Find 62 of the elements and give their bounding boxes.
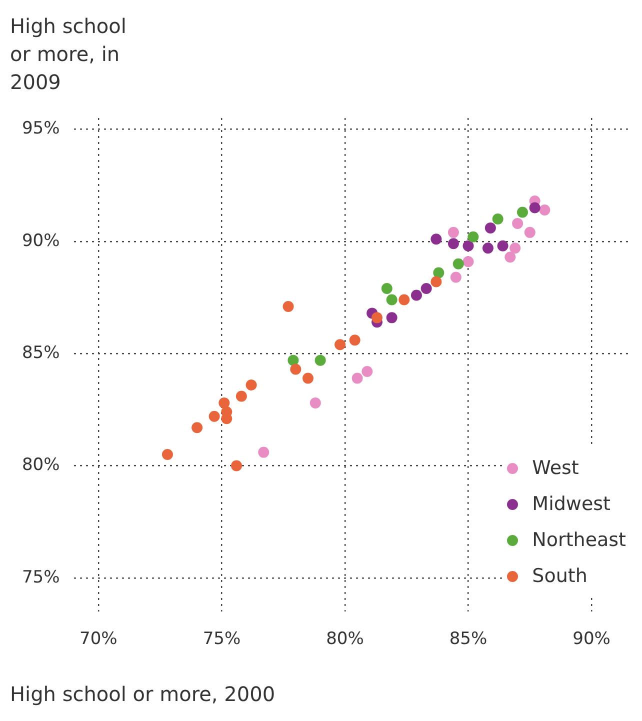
point <box>430 234 442 245</box>
point <box>482 242 494 254</box>
point <box>529 202 540 214</box>
point <box>352 372 363 384</box>
point <box>448 238 459 250</box>
point <box>504 252 516 263</box>
point <box>258 446 270 458</box>
point <box>236 390 247 402</box>
point <box>510 242 521 254</box>
point <box>362 366 373 378</box>
point <box>208 410 220 422</box>
point <box>420 283 432 294</box>
point <box>398 294 410 306</box>
y-axis-title: High school or more, in 2009 <box>10 13 128 96</box>
y-tick-label: 75% <box>22 567 60 588</box>
point <box>282 300 294 312</box>
point <box>302 372 314 384</box>
point <box>484 222 496 234</box>
point <box>372 312 383 324</box>
point <box>452 258 464 270</box>
point <box>218 397 230 408</box>
legend-label: South <box>532 564 588 589</box>
point <box>314 354 326 366</box>
point <box>290 364 302 375</box>
point <box>448 226 459 238</box>
point <box>492 213 504 224</box>
y-tick-label: 90% <box>22 230 60 251</box>
point <box>288 354 299 366</box>
point <box>524 226 536 238</box>
point <box>497 240 508 252</box>
x-tick-label: 75% <box>202 629 241 650</box>
x-tick-label: 90% <box>572 629 610 650</box>
x-tick-label: 70% <box>80 629 118 650</box>
point <box>310 397 321 408</box>
legend-label: West <box>532 456 579 481</box>
legend-label: Northeast <box>532 528 626 553</box>
point <box>386 312 398 324</box>
point <box>512 218 524 229</box>
point <box>430 276 442 288</box>
point <box>450 272 462 283</box>
point <box>231 460 242 472</box>
legend-label: Midwest <box>532 492 610 517</box>
point <box>381 283 392 294</box>
point <box>433 267 444 278</box>
point <box>334 339 346 350</box>
point <box>349 334 360 346</box>
point <box>468 231 479 242</box>
point <box>539 204 550 216</box>
point <box>386 294 398 306</box>
y-tick-label: 85% <box>22 343 60 364</box>
y-tick-label: 95% <box>22 118 60 139</box>
point <box>162 449 173 460</box>
point <box>462 256 474 268</box>
point <box>246 379 257 390</box>
point <box>462 240 474 252</box>
point <box>192 422 203 434</box>
x-tick-label: 85% <box>449 629 488 650</box>
point <box>410 290 422 301</box>
x-tick-label: 80% <box>326 629 364 650</box>
y-tick-label: 80% <box>22 455 60 476</box>
x-axis-title: High school or more, 2000 <box>10 682 276 706</box>
point <box>516 206 528 218</box>
